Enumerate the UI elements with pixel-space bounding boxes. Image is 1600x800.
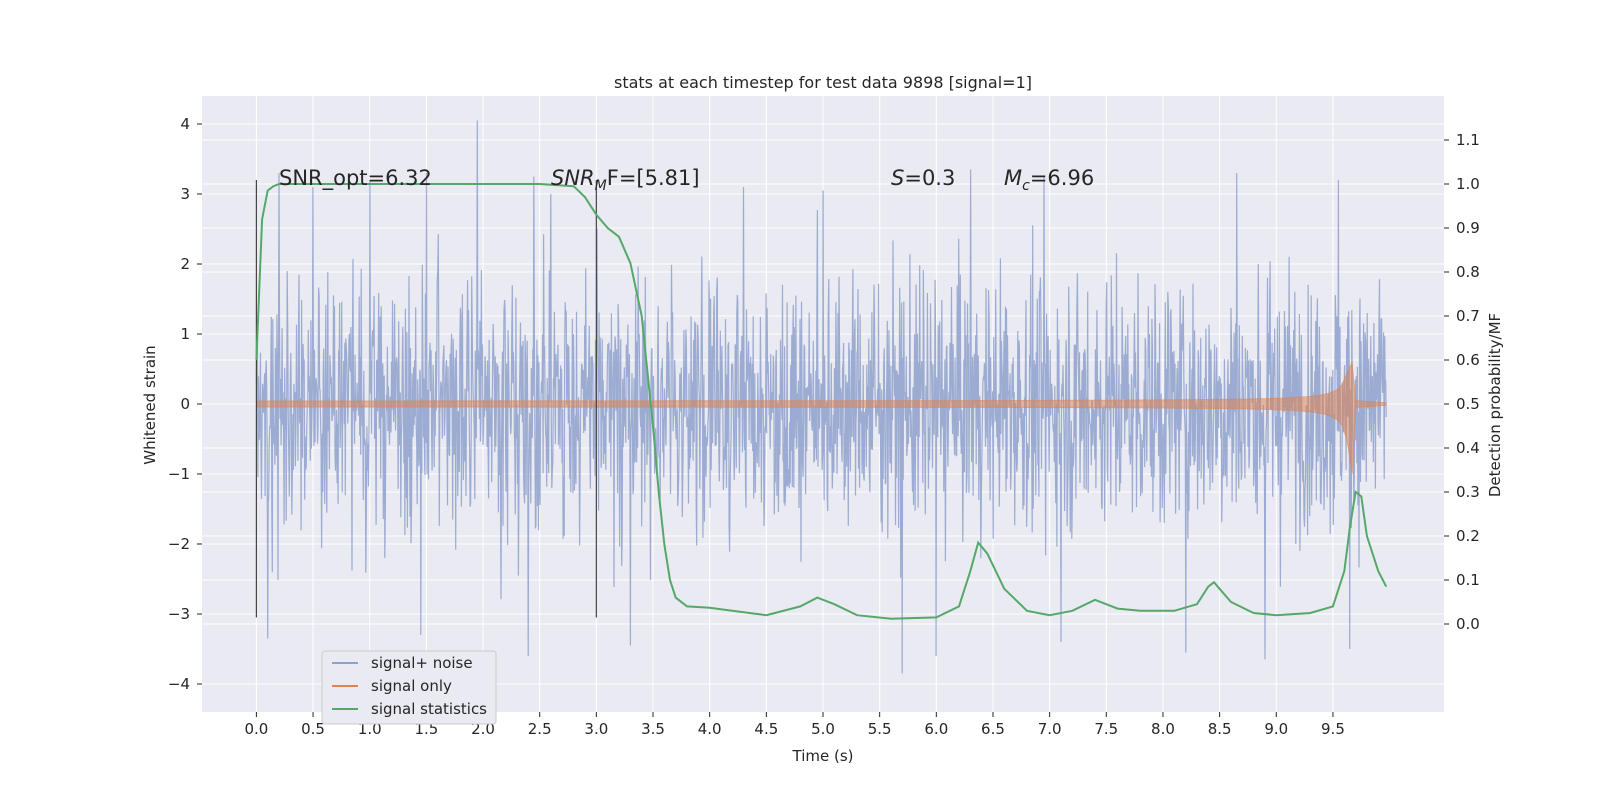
y-tick-label: −1: [168, 465, 190, 483]
snr-opt-annotation: SNR_opt=6.32: [279, 166, 432, 191]
mc-annotation: Mc=6.96: [1004, 166, 1094, 194]
mc-value: =6.96: [1030, 166, 1094, 190]
s-symbol: S: [891, 166, 904, 190]
y-tick-label: 4: [180, 115, 190, 133]
x-tick-label: 9.5: [1321, 720, 1345, 738]
y2-tick-label: 0.0: [1456, 615, 1480, 633]
legend-label-signal-noise: signal+ noise: [371, 654, 473, 672]
legend-box: [321, 650, 497, 725]
signal-statistics-line: [255, 183, 1388, 620]
legend-label-signal-only: signal only: [371, 677, 452, 695]
y2-tick-label: 0.5: [1456, 395, 1480, 413]
legend-label-signal-statistics: signal statistics: [371, 700, 487, 718]
y-tick-label: −2: [168, 535, 190, 553]
x-tick-label: 6.0: [924, 720, 948, 738]
y2-tick-label: 0.9: [1456, 219, 1480, 237]
y2-tick-label: 1.1: [1456, 131, 1480, 149]
y2-tick-label: 0.4: [1456, 439, 1480, 457]
x-tick-label: 0.0: [244, 720, 268, 738]
y2-tick-label: 0.8: [1456, 263, 1480, 281]
x-tick-label: 5.5: [868, 720, 892, 738]
chart-title: stats at each timestep for test data 989…: [614, 73, 1032, 92]
x-tick-label: 5.0: [811, 720, 835, 738]
y-tick-label: 0: [180, 395, 190, 413]
annotations: SNR_opt=6.32 SNRMF=[5.81] S=0.3 Mc=6.96: [279, 166, 1094, 194]
s-value: =0.3: [904, 166, 955, 190]
y2-tick-label: 1.0: [1456, 175, 1480, 193]
x-tick-label: 4.5: [754, 720, 778, 738]
x-tick-label: 6.5: [981, 720, 1005, 738]
mc-subscript: c: [1022, 178, 1030, 194]
y-axis-label: Whitened strain: [141, 345, 159, 464]
snr-mf-subscript: M: [595, 178, 607, 194]
y2-tick-label: 0.2: [1456, 527, 1480, 545]
y-tick-label: −4: [168, 675, 190, 693]
y-tick-label: −3: [168, 605, 190, 623]
signal-only-line: [255, 360, 1387, 475]
y2-tick-label: 0.1: [1456, 571, 1480, 589]
x-tick-label: 2.5: [528, 720, 552, 738]
x-tick-label: 3.5: [641, 720, 665, 738]
y2-tick-label: 0.6: [1456, 351, 1480, 369]
y2-axis-label: Detection probability/MF: [1486, 313, 1504, 497]
y-tick-label: 2: [180, 255, 190, 273]
x-tick-label: 3.0: [584, 720, 608, 738]
y2-tick-label: 0.7: [1456, 307, 1480, 325]
x-tick-label: 4.0: [698, 720, 722, 738]
x-tick-label: 0.5: [301, 720, 325, 738]
y-tick-label: 1: [180, 325, 190, 343]
snr-mf-value: F=[5.81]: [607, 166, 700, 190]
x-axis-label: Time (s): [792, 747, 854, 765]
x-tick-label: 7.0: [1038, 720, 1062, 738]
x-tick-label: 8.5: [1208, 720, 1232, 738]
y-tick-label: 3: [180, 185, 190, 203]
x-tick-label: 7.5: [1094, 720, 1118, 738]
x-tick-label: 8.0: [1151, 720, 1175, 738]
legend: signal+ noise signal only signal statist…: [321, 650, 497, 725]
s-annotation: S=0.3: [891, 166, 955, 190]
y2-tick-label: 0.3: [1456, 483, 1480, 501]
snr-mf-annotation: SNRMF=[5.81]: [551, 166, 700, 194]
snr-mf-symbol: SNR: [551, 166, 595, 190]
signal-noise-line: [255, 120, 1387, 674]
x-tick-label: 9.0: [1264, 720, 1288, 738]
mc-symbol: M: [1004, 166, 1022, 190]
